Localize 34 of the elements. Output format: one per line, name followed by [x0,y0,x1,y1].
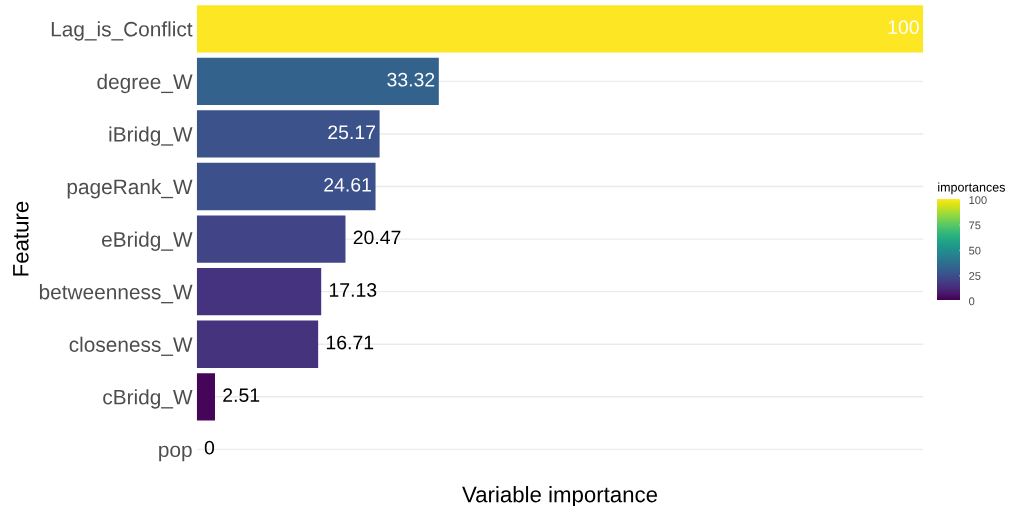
y-tick-label: degree_W [97,73,193,94]
bar [196,110,380,158]
color-bar-label: 25 [969,272,981,280]
y-tick-label: Lag_is_Conflict [51,21,193,41]
color-bar-label: 0 [969,297,975,306]
bar [196,57,439,106]
data-label: 25.17 [328,125,376,140]
y-axis-title: Feature [13,201,29,276]
bar [196,373,215,421]
color-bar-label: 75 [969,221,981,230]
bar [196,162,376,211]
color-bar-label: 100 [969,196,987,205]
bar [196,320,319,368]
y-tick-label: pop [159,445,192,462]
bar [196,215,346,263]
bar [196,268,322,316]
data-label: 100 [888,20,919,35]
data-label: 20.47 [353,230,401,245]
color-bar-title: importances [938,182,1005,195]
y-tick-label: pageRank_W [67,178,193,199]
data-label: 0 [204,440,215,455]
x-axis-title: Variable importance [462,486,658,506]
y-tick-label: closeness_W [69,336,193,356]
data-label: 33.32 [387,72,435,87]
color-bar-label: 50 [969,246,981,255]
data-label: 16.71 [326,335,374,350]
data-label: 17.13 [329,283,377,297]
y-tick-label: eBridg_W [102,231,193,251]
y-tick-label: cBridg_W [103,389,193,409]
data-label: 24.61 [324,177,371,192]
y-tick-label: betweenness_W [39,284,193,304]
bar [196,5,924,53]
y-tick-label: iBridg_W [109,126,193,146]
data-label: 2.51 [223,388,260,403]
